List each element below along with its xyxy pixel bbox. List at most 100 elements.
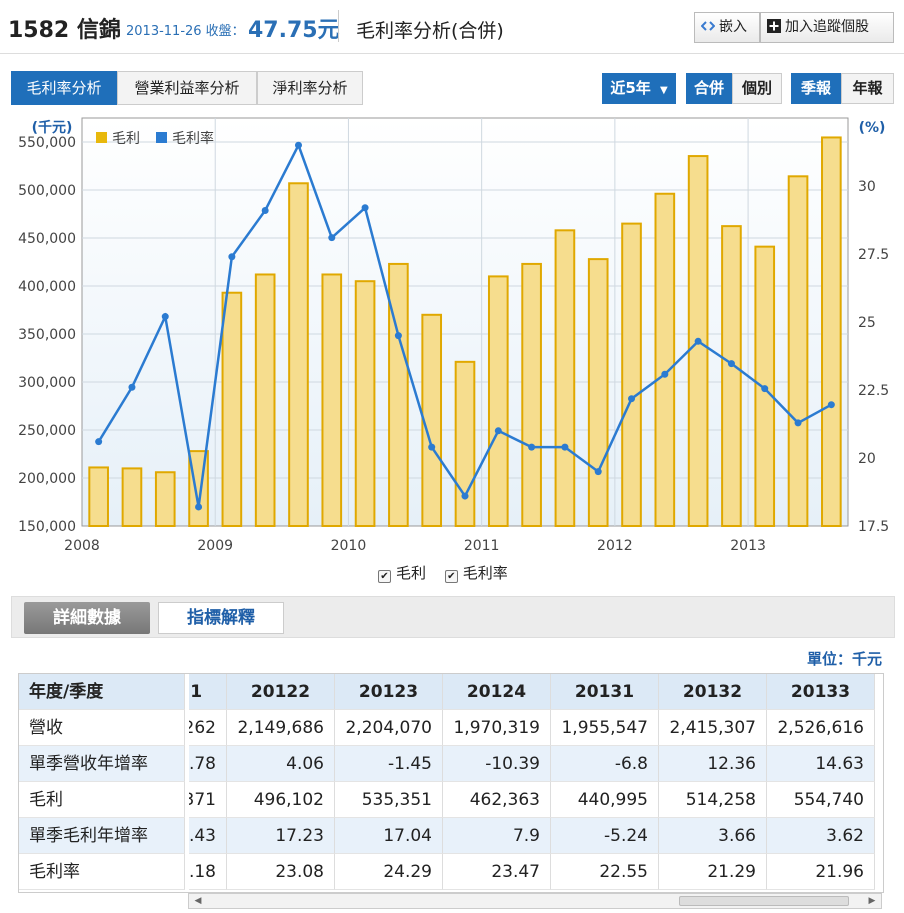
detail-tab-bar: 詳細數據 指標解釋 bbox=[11, 596, 895, 638]
row-label-container: 營收 bbox=[19, 710, 185, 746]
bar-gross-profit bbox=[121, 467, 143, 527]
table-cell: 462,363 bbox=[443, 782, 551, 818]
consolidated-button[interactable]: 合併 bbox=[686, 73, 732, 104]
row-label: 毛利率 bbox=[19, 854, 185, 890]
row-label: 營收 bbox=[19, 710, 185, 746]
quarterly-button[interactable]: 季報 bbox=[791, 73, 841, 104]
row-label-container: 年度/季度 bbox=[19, 674, 185, 710]
point-gross-margin bbox=[361, 204, 369, 212]
table-cell: 2,415,307 bbox=[659, 710, 767, 746]
annual-button[interactable]: 年報 bbox=[841, 73, 894, 104]
table-cell: 2,204,070 bbox=[335, 710, 443, 746]
embed-button[interactable]: 嵌入 bbox=[694, 12, 760, 43]
point-gross-margin bbox=[461, 492, 469, 500]
table-row: 1,989,2622,149,6862,204,0701,970,3191,95… bbox=[189, 710, 879, 746]
table-cell: 535,351 bbox=[335, 782, 443, 818]
table-cell: -1.45 bbox=[335, 746, 443, 782]
tab-net-margin[interactable]: 淨利率分析 bbox=[257, 71, 363, 105]
column-header: 20122 bbox=[227, 674, 335, 710]
y-left-tick-label: 500,000 bbox=[18, 183, 76, 199]
close-price: 47.75元 bbox=[248, 18, 340, 43]
point-gross-margin bbox=[628, 395, 636, 403]
table-cell: 17.23 bbox=[227, 818, 335, 854]
table-cell: 21.96 bbox=[767, 854, 875, 890]
toggle-gross-margin[interactable]: ✔ 毛利率 bbox=[444, 564, 508, 583]
table-cell: 8.43 bbox=[189, 818, 227, 854]
add-track-button[interactable]: 加入追蹤個股 bbox=[760, 12, 894, 43]
bar-gross-profit bbox=[721, 225, 742, 527]
bar-gross-profit bbox=[587, 258, 609, 527]
tab-indicator-explain[interactable]: 指標解釋 bbox=[158, 602, 284, 634]
point-gross-margin bbox=[661, 370, 669, 378]
left-axis-unit: (千元) bbox=[32, 119, 73, 136]
table-cell: 496,102 bbox=[227, 782, 335, 818]
y-left-tick-label: 250,000 bbox=[18, 423, 76, 439]
point-gross-margin bbox=[328, 234, 336, 242]
point-gross-margin bbox=[95, 438, 103, 446]
row-label: 單季毛利年增率 bbox=[19, 818, 185, 854]
legend-swatch bbox=[96, 132, 107, 143]
point-gross-margin bbox=[827, 401, 835, 409]
toggle-gross-profit-label: 毛利 bbox=[396, 564, 427, 582]
table-cell: 23.08 bbox=[227, 854, 335, 890]
bar-gross-profit bbox=[354, 280, 376, 527]
tab-detail-data[interactable]: 詳細數據 bbox=[24, 602, 150, 634]
row-label-container: 單季營收年增率 bbox=[19, 746, 185, 782]
bar-gross-profit bbox=[388, 262, 409, 527]
page-header: 1582 信錦 2013-11-26 收盤： 47.75元 毛利率分析(合併) … bbox=[0, 0, 904, 54]
x-tick-label: 2010 bbox=[331, 538, 367, 554]
y-right-tick-label: 25 bbox=[858, 315, 876, 331]
table-cell: 22.55 bbox=[551, 854, 659, 890]
table-cell: 3.62 bbox=[767, 818, 875, 854]
table-cell: 1,989,262 bbox=[189, 710, 227, 746]
table-cell: 22.18 bbox=[189, 854, 227, 890]
y-left-tick-label: 350,000 bbox=[18, 327, 76, 343]
table-corner-header: 年度/季度 bbox=[19, 674, 185, 710]
tab-operating-margin[interactable]: 營業利益率分析 bbox=[117, 71, 257, 105]
table-cell: 17.04 bbox=[335, 818, 443, 854]
bar-gross-profit bbox=[254, 273, 276, 527]
y-right-tick-label: 22.5 bbox=[858, 383, 889, 399]
y-right-tick-label: 17.5 bbox=[858, 519, 889, 535]
checkbox-checked-icon: ✔ bbox=[378, 570, 391, 583]
table-cell: 440,995 bbox=[551, 782, 659, 818]
scroll-left-icon[interactable]: ◀ bbox=[194, 896, 202, 906]
series-toggles: ✔ 毛利 ✔ 毛利率 bbox=[378, 562, 508, 583]
bar-gross-profit bbox=[654, 192, 676, 528]
checkbox-checked-icon: ✔ bbox=[444, 570, 458, 583]
column-header: 20121 bbox=[189, 674, 227, 710]
range-label: 近5年 bbox=[610, 79, 651, 97]
y-left-tick-label: 200,000 bbox=[18, 471, 76, 487]
scroll-thumb[interactable] bbox=[679, 896, 849, 906]
bar-gross-profit bbox=[521, 262, 542, 527]
bar-gross-profit bbox=[621, 222, 642, 527]
y-right-tick-label: 27.5 bbox=[858, 247, 889, 263]
point-gross-margin bbox=[761, 385, 769, 393]
column-header: 20131 bbox=[551, 674, 659, 710]
toggle-gross-profit[interactable]: ✔ 毛利 bbox=[378, 564, 427, 583]
legend-label: 毛利 bbox=[112, 131, 140, 147]
embed-label: 嵌入 bbox=[719, 19, 747, 35]
tab-gross-margin[interactable]: 毛利率分析 bbox=[11, 71, 117, 105]
table-cell: 2,149,686 bbox=[227, 710, 335, 746]
range-dropdown[interactable]: 近5年 ▼ bbox=[602, 73, 676, 104]
table-row-labels: 年度/季度 營收 單季營收年增率 毛利 單季毛利年增率 毛利率 bbox=[19, 674, 185, 890]
y-right-tick-label: 20 bbox=[858, 451, 876, 467]
row-label-container: 毛利 bbox=[19, 782, 185, 818]
table-scrollbar[interactable]: ◀ ▶ bbox=[188, 893, 882, 909]
table-cell: 1,955,547 bbox=[551, 710, 659, 746]
row-label-container: 毛利率 bbox=[19, 854, 185, 890]
embed-icon bbox=[701, 21, 715, 31]
row-label: 單季營收年增率 bbox=[19, 746, 185, 782]
row-label-container: 單季毛利年增率 bbox=[19, 818, 185, 854]
table-cell: 514,258 bbox=[659, 782, 767, 818]
table-cell: -10.39 bbox=[443, 746, 551, 782]
header-divider bbox=[338, 10, 339, 42]
table-cell: 12.36 bbox=[659, 746, 767, 782]
individual-button[interactable]: 個別 bbox=[732, 73, 782, 104]
scroll-right-icon[interactable]: ▶ bbox=[868, 896, 876, 906]
point-gross-margin bbox=[261, 206, 269, 214]
table-scroll-area: 201212012220123201242013120132201331,989… bbox=[189, 674, 883, 890]
bar-gross-profit bbox=[321, 273, 343, 527]
